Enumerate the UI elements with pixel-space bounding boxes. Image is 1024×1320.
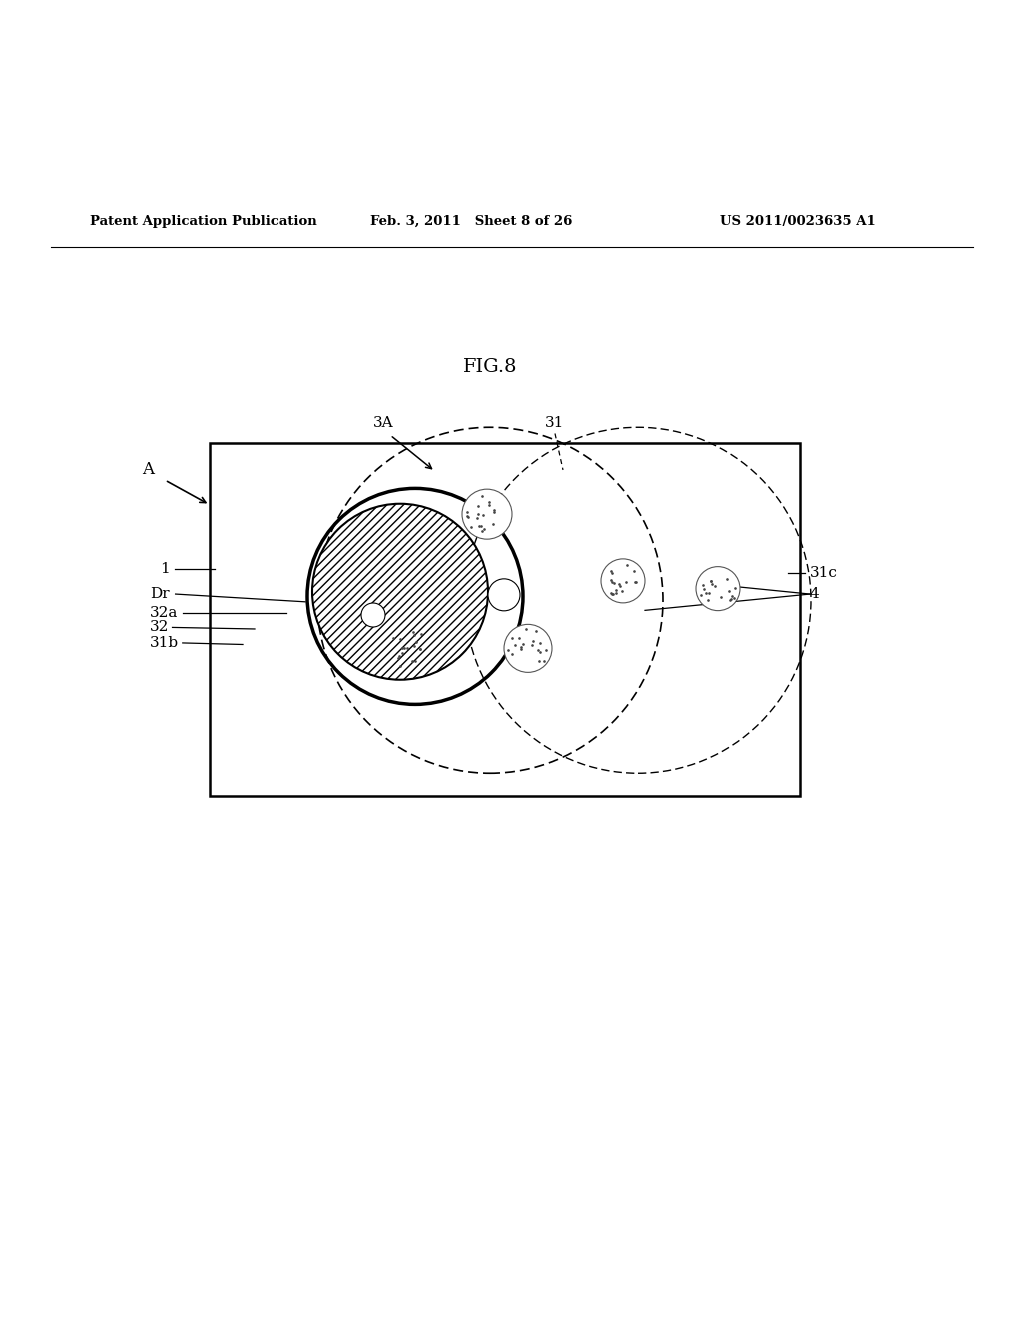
- Text: Dr: Dr: [150, 587, 170, 601]
- Text: 32: 32: [150, 620, 169, 635]
- Text: 31b: 31b: [150, 636, 179, 649]
- Text: 32a: 32a: [150, 606, 178, 620]
- Text: Patent Application Publication: Patent Application Publication: [90, 215, 316, 228]
- Text: FIG.8: FIG.8: [463, 358, 517, 376]
- Circle shape: [488, 579, 520, 611]
- Text: Feb. 3, 2011   Sheet 8 of 26: Feb. 3, 2011 Sheet 8 of 26: [370, 215, 572, 228]
- Circle shape: [696, 566, 740, 611]
- Bar: [210, 442, 800, 796]
- Text: 31: 31: [546, 416, 564, 430]
- Circle shape: [385, 624, 433, 672]
- Text: 3A: 3A: [373, 416, 393, 430]
- Circle shape: [312, 504, 488, 680]
- Text: US 2011/0023635 A1: US 2011/0023635 A1: [720, 215, 876, 228]
- Circle shape: [504, 624, 552, 672]
- Text: 31c: 31c: [810, 566, 838, 579]
- Circle shape: [601, 558, 645, 603]
- Circle shape: [361, 603, 385, 627]
- Circle shape: [462, 490, 512, 539]
- Text: 1: 1: [160, 562, 170, 577]
- Text: 4: 4: [810, 587, 820, 601]
- Text: A: A: [142, 462, 154, 478]
